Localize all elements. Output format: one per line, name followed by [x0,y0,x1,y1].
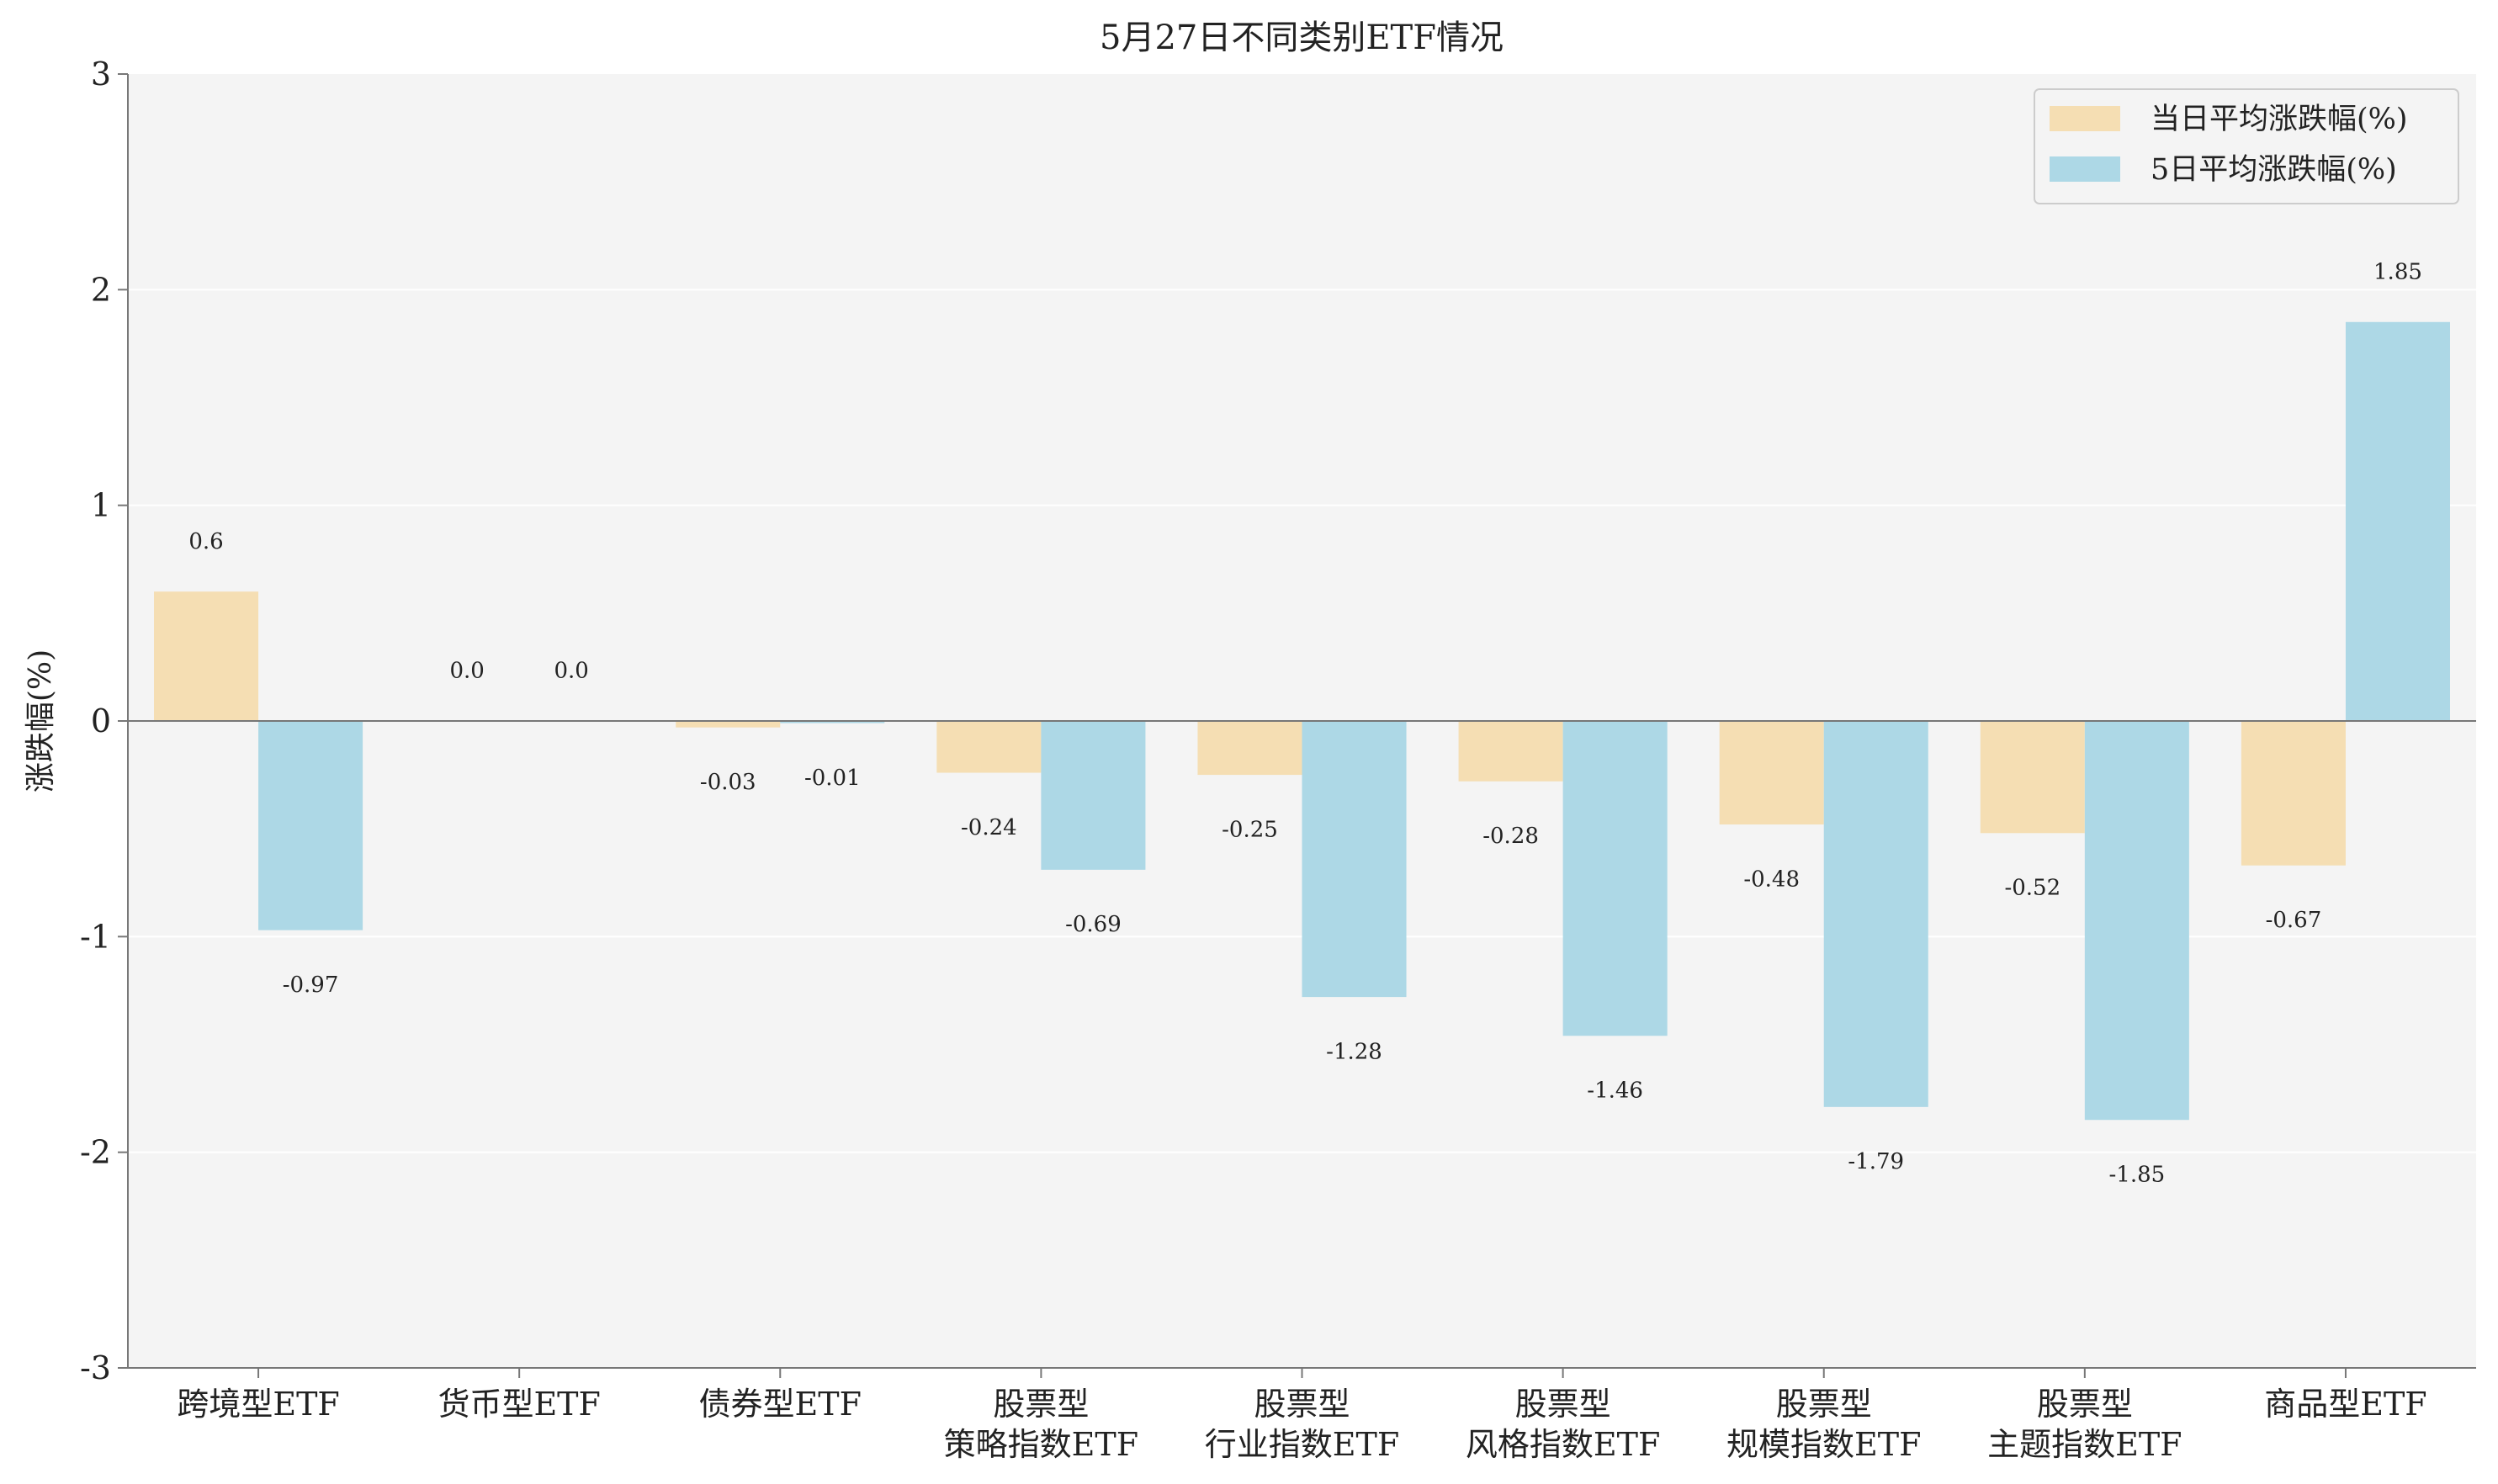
x-tick-label-4-0: 股票型 [1254,1386,1350,1423]
y-tick-label: -2 [80,1134,111,1171]
bar-5day-0 [258,721,363,930]
bar-daily-7 [1980,721,2085,834]
data-label-daily-3: -0.24 [961,815,1017,840]
data-label-5day-7: -1.85 [2109,1162,2166,1187]
data-label-5day-8: 1.85 [2373,260,2422,285]
bar-5day-4 [1302,721,1407,998]
data-label-5day-3: -0.69 [1065,912,1122,937]
x-tick-label-5-1: 风格指数ETF [1466,1426,1660,1463]
bar-5day-5 [1562,721,1668,1036]
bar-daily-8 [2241,721,2346,866]
data-label-daily-7: -0.52 [2004,876,2060,901]
x-tick-label-4-1: 行业指数ETF [1205,1426,1399,1463]
legend-swatch-5day [2050,156,2120,182]
x-axis-ticks: 跨境型ETF 货币型ETF 债券型ETF 股票型策略指数ETF股票型行业指数ETF股票… [177,1368,2427,1463]
bars [154,321,2450,1121]
bar-daily-4 [1197,721,1302,776]
data-label-daily-8: -0.67 [2266,908,2322,933]
chart-title: 5月27日不同类别ETF情况 [1100,19,1504,57]
y-tick-label: 0 [91,702,111,739]
y-axis-label: 涨跌幅(%) [24,649,58,792]
legend: 当日平均涨跌幅(%) 5日平均涨跌幅(%) [2034,88,2459,204]
y-tick-label: -3 [80,1349,111,1386]
y-tick-label: 3 [91,56,111,93]
data-label-5day-2: -0.01 [804,766,861,791]
x-tick-label-2-0: 债券型ETF [699,1386,862,1423]
x-tick-label-6-0: 股票型 [1776,1386,1872,1423]
bar-daily-3 [936,721,1042,773]
bar-5day-2 [780,721,885,723]
x-tick-label-5-0: 股票型 [1515,1386,1611,1423]
x-tick-label-3-0: 股票型 [993,1386,1089,1423]
data-label-daily-4: -0.25 [1222,817,1278,842]
bar-daily-2 [676,721,781,728]
legend-label-daily: 当日平均涨跌幅(%) [2151,103,2408,136]
data-label-daily-5: -0.28 [1482,824,1539,849]
y-tick-label: 2 [91,271,111,308]
data-label-5day-6: -1.79 [1848,1149,1904,1174]
data-label-daily-1: 0.0 [449,659,484,684]
x-tick-label-7-1: 主题指数ETF [1987,1426,2182,1463]
bar-5day-6 [1823,721,1928,1107]
data-label-daily-6: -0.48 [1743,867,1800,892]
y-axis-ticks: -3 -2 -1 0 1 2 3 [80,56,128,1386]
x-tick-label-0-0: 跨境型ETF [177,1386,339,1423]
legend-label-5day: 5日平均涨跌幅(%) [2151,153,2397,187]
data-label-daily-0: 0.6 [188,529,223,554]
y-tick-label: 1 [91,487,111,524]
data-label-5day-0: -0.97 [283,973,339,998]
x-tick-label-6-1: 规模指数ETF [1726,1426,1921,1463]
bar-daily-6 [1719,721,1824,825]
legend-box [2034,88,2459,204]
x-tick-label-3-1: 策略指数ETF [944,1426,1138,1463]
y-tick-label: -1 [80,918,111,955]
data-labels: 0.6 0.0 -0.03 -0.24 -0.25 -0.28 -0.48 -0.52 -0.6… [188,260,2422,1188]
bar-daily-5 [1458,721,1563,782]
data-label-5day-4: -1.28 [1326,1039,1382,1064]
bar-5day-7 [2084,721,2189,1121]
legend-swatch-daily [2050,106,2120,131]
x-tick-label-8-0: 商品型ETF [2264,1386,2426,1423]
data-label-daily-2: -0.03 [700,770,756,795]
data-label-5day-5: -1.46 [1587,1079,1643,1104]
x-tick-label-1-0: 货币型ETF [438,1386,600,1423]
bar-daily-0 [154,591,259,721]
bar-5day-8 [2345,321,2450,721]
data-label-5day-1: 0.0 [554,659,589,684]
bar-5day-3 [1041,721,1146,870]
x-tick-label-7-0: 股票型 [2037,1386,2133,1423]
